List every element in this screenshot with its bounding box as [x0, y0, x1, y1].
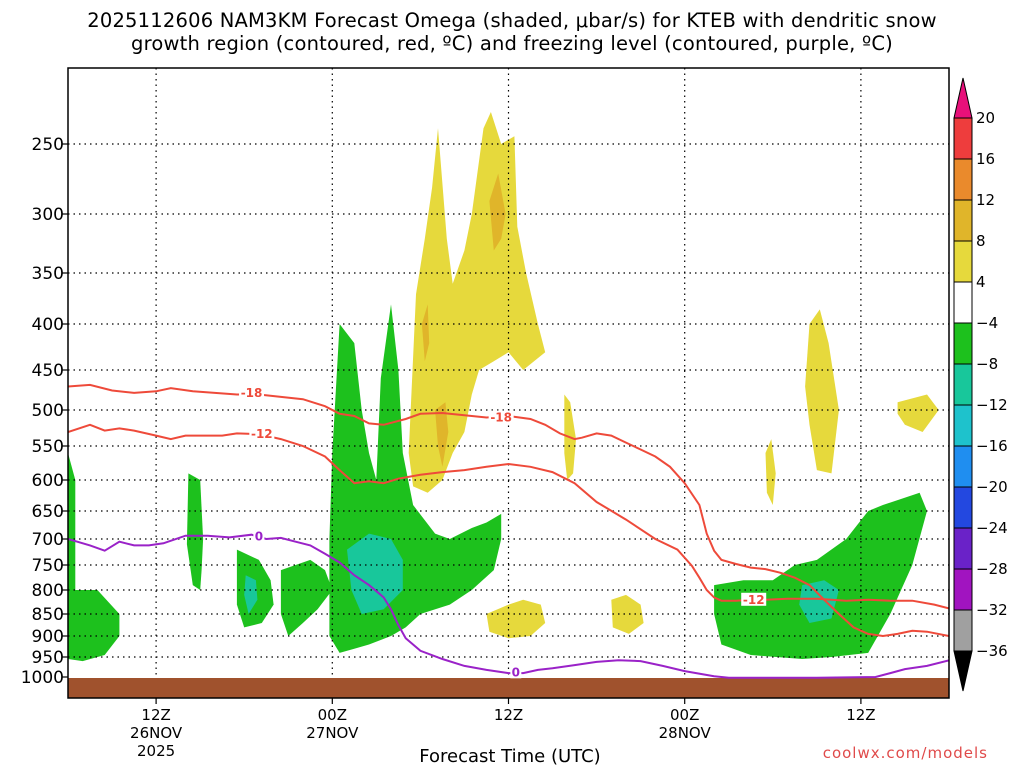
y-tick-label-250: 250	[32, 135, 64, 155]
colorbar-label-5: −4	[976, 314, 998, 332]
colorbar-label-4: 4	[976, 273, 986, 291]
y-tick-label-350: 350	[32, 264, 64, 284]
y-tick-label-850: 850	[32, 605, 64, 625]
x-tick-label-30-0: 12Z	[494, 706, 523, 724]
colorbar-band-0	[953, 117, 973, 160]
omega-region-sink-late-small	[765, 439, 776, 505]
terrain-bar	[68, 678, 949, 698]
omega-region-ascent-00z-core	[347, 533, 403, 614]
omega-region-sink-main-yellow	[408, 112, 546, 493]
y-axis: 2503003504004505005506006507007508008509…	[21, 135, 68, 688]
y-tick-label-400: 400	[32, 315, 64, 335]
colorbar-band-6	[953, 363, 973, 406]
contour-label-bg	[510, 665, 522, 679]
omega-region-ascent-left-surface	[68, 453, 120, 662]
credit-text: coolwx.com/models	[822, 744, 988, 762]
colorbar-label-10: −24	[976, 519, 1008, 537]
omega-region-ascent-midlate	[799, 580, 839, 623]
contour-label-freezing-level-0: 0	[255, 529, 263, 543]
colorbar-under-arrow	[953, 650, 973, 692]
contour-label-dgz-minus-12-0: -12	[251, 427, 273, 441]
colorbar-label-2: 12	[976, 191, 995, 209]
contour-label-dgz-minus-12-1: -12	[743, 593, 765, 607]
colorbar-band-3	[953, 240, 973, 283]
colorbar-over-arrow	[953, 77, 973, 119]
colorbar-label-6: −8	[976, 355, 998, 373]
colorbar-band-2	[953, 199, 973, 242]
colorbar-label-1: 16	[976, 150, 995, 168]
title-line-1: 2025112606 NAM3KM Forecast Omega (shaded…	[87, 9, 937, 32]
x-tick-label-42-1: 28NOV	[659, 724, 712, 742]
colorbar-label-8: −16	[976, 437, 1008, 455]
chart-title: 2025112606 NAM3KM Forecast Omega (shaded…	[0, 0, 1024, 64]
omega-region-sink-low-center	[486, 599, 546, 639]
grid	[68, 68, 949, 698]
omega-region-ascent-12z-core	[244, 575, 258, 614]
omega-region-sink-lower-orange	[435, 402, 449, 467]
contour-label-bg	[741, 592, 767, 606]
omega-region-ascent-late-lower	[714, 492, 927, 659]
y-tick-label-300: 300	[32, 205, 64, 225]
x-tick-label-42-0: 00Z	[670, 706, 699, 724]
title-line-2: growth region (contoured, red, ºC) and f…	[131, 32, 893, 55]
omega-region-sink-main-orange	[489, 173, 506, 251]
y-tick-label-900: 900	[32, 627, 64, 647]
x-tick-label-18-0: 00Z	[318, 706, 347, 724]
x-axis-label: Forecast Time (UTC)	[419, 746, 601, 767]
colorbar-label-13: −36	[976, 642, 1008, 660]
contour-label-dgz-minus-18-0: -18	[241, 386, 263, 400]
colorbar-band-11	[953, 568, 973, 611]
omega-region-ascent-column-6z	[186, 473, 204, 590]
omega-region-sink-low-mid	[611, 594, 644, 634]
contour-label-bg	[253, 529, 265, 543]
colorbar-band-12	[953, 609, 973, 652]
y-tick-label-600: 600	[32, 471, 64, 491]
y-tick-label-700: 700	[32, 530, 64, 550]
colorbar: 20 16 12 8 4 −4 −8 −12 −16 −20 −24 −28 −32 −36	[953, 77, 1008, 692]
contour-label-bg	[488, 410, 514, 424]
colorbar-band-8	[953, 445, 973, 488]
contours: -18 -18 -12 -12 0 0	[68, 383, 949, 679]
y-tick-label-750: 750	[32, 556, 64, 576]
x-tick-label-54-0: 12Z	[846, 706, 875, 724]
colorbar-label-11: −28	[976, 560, 1008, 578]
y-tick-label-950: 950	[32, 648, 64, 668]
omega-region-sink-left-orange	[421, 304, 430, 362]
y-tick-label-450: 450	[32, 361, 64, 381]
omega-region-ascent-blob-15z	[280, 559, 333, 636]
colorbar-label-9: −20	[976, 478, 1008, 496]
colorbar-band-9	[953, 486, 973, 529]
colorbar-band-7	[953, 404, 973, 447]
y-tick-label-650: 650	[32, 502, 64, 522]
x-tick-label-6-0: 12Z	[141, 706, 170, 724]
y-tick-label-550: 550	[32, 437, 64, 457]
contour-dgz-minus-12	[68, 423, 949, 610]
colorbar-band-5	[953, 322, 973, 365]
colorbar-band-10	[953, 527, 973, 570]
colorbar-band-1	[953, 158, 973, 201]
y-tick-label-1000: 1000	[21, 668, 64, 688]
colorbar-label-12: −32	[976, 601, 1008, 619]
x-tick-label-6-1: 26NOV	[130, 724, 183, 742]
y-tick-label-500: 500	[32, 401, 64, 421]
omega-region-sink-right-top	[897, 394, 939, 432]
contour-label-freezing-level-1: 0	[512, 665, 520, 679]
contour-freezing-level	[68, 533, 949, 679]
colorbar-label-7: −12	[976, 396, 1008, 414]
x-tick-label-6-2: 2025	[137, 742, 175, 760]
colorbar-band-4	[953, 281, 973, 324]
colorbar-label-0: 20	[976, 109, 995, 127]
contour-label-bg	[249, 427, 275, 441]
contour-label-dgz-minus-18-1: -18	[490, 410, 512, 424]
colorbar-label-3: 8	[976, 232, 986, 250]
y-tick-label-800: 800	[32, 581, 64, 601]
omega-shading	[68, 112, 939, 662]
x-tick-label-18-1: 27NOV	[306, 724, 359, 742]
contour-label-bg	[239, 385, 265, 399]
omega-region-sink-late-column	[805, 309, 839, 474]
